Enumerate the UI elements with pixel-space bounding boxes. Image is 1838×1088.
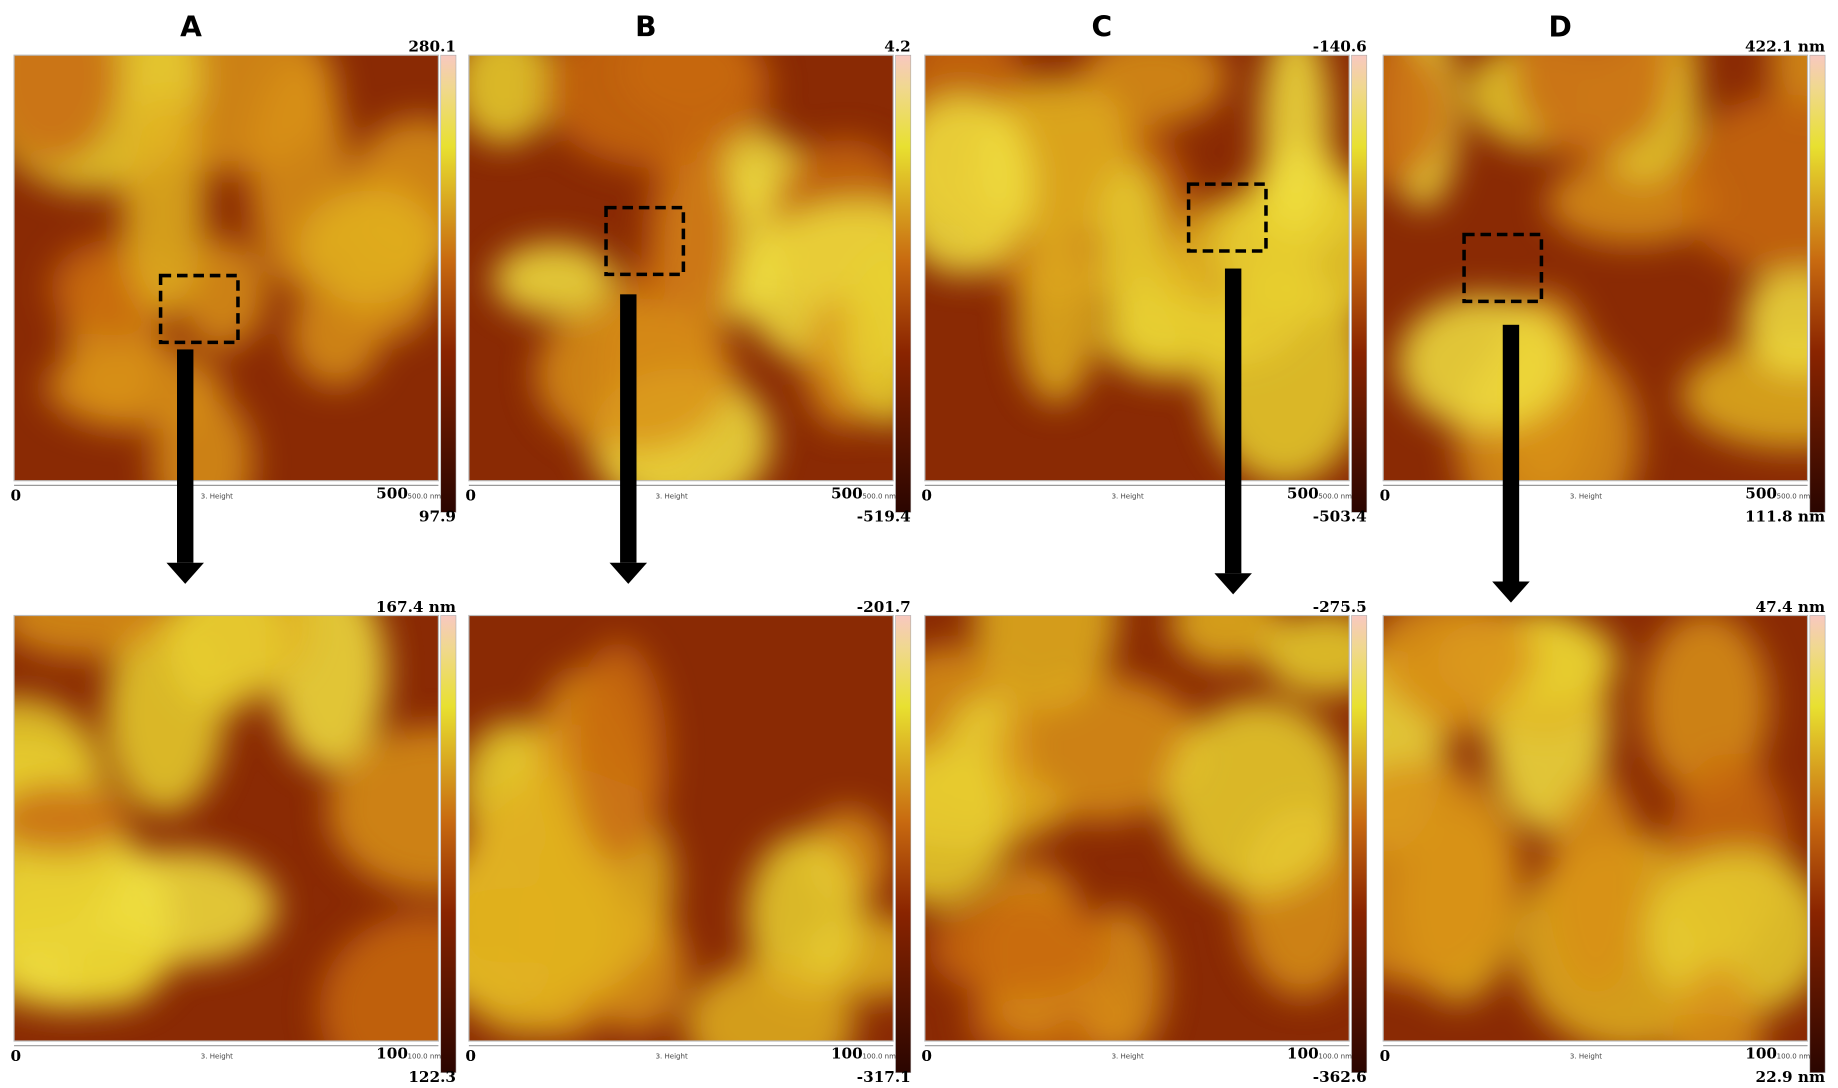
afm-image	[866, 521, 1390, 1066]
x-end: 500	[1745, 484, 1777, 502]
arrow-shaft	[620, 294, 636, 562]
afm-image	[892, 5, 1424, 485]
arrow-head	[610, 563, 648, 584]
grain	[1096, 164, 1167, 336]
channel-name: 3. Height	[201, 491, 233, 500]
color-min: -362.6	[1313, 1068, 1367, 1086]
scan-size: 500.0 nm	[408, 491, 442, 500]
color-max: 422.1 nm	[1745, 38, 1825, 56]
color-max: -201.7	[857, 598, 911, 616]
color-bar	[1810, 55, 1825, 512]
color-min: 111.8 nm	[1745, 508, 1825, 526]
color-max: 4.2	[884, 38, 910, 56]
channel-name: 3. Height	[1570, 1052, 1602, 1061]
color-min: -317.1	[857, 1068, 911, 1086]
afm-image	[1312, 594, 1829, 1088]
color-bar	[1352, 55, 1367, 512]
afm-image	[0, 0, 491, 531]
x-end: 100	[1745, 1045, 1777, 1063]
grain	[63, 931, 161, 1007]
x-end: 100	[831, 1045, 863, 1063]
color-min: -519.4	[857, 508, 911, 526]
x-end: 500	[1287, 484, 1319, 502]
channel-name: 3. Height	[201, 1052, 233, 1061]
scan-size: 100.0 nm	[1777, 1052, 1811, 1061]
x-end: 100	[376, 1045, 408, 1063]
afm-image	[0, 561, 541, 1088]
channel-name: 3. Height	[1112, 491, 1144, 500]
color-min: 122.3	[408, 1068, 456, 1086]
grain	[685, 962, 855, 1087]
color-bar	[1810, 616, 1825, 1073]
scan-size: 500.0 nm	[862, 491, 896, 500]
arrow-shaft	[177, 349, 193, 562]
grain	[841, 245, 937, 426]
x-start: 0	[11, 487, 22, 505]
arrow-head	[166, 563, 204, 584]
x-start: 0	[1380, 487, 1391, 505]
x-end: 100	[1287, 1045, 1319, 1063]
grain	[1398, 295, 1572, 430]
scan-size: 100.0 nm	[862, 1052, 896, 1061]
grain	[493, 243, 615, 317]
color-max: 167.4 nm	[376, 598, 456, 616]
panel-label: A	[180, 10, 202, 43]
panel-label: D	[1549, 10, 1572, 43]
color-bar	[441, 616, 456, 1073]
afm-image	[418, 616, 939, 1088]
grain	[442, 809, 609, 1038]
color-min: 22.9 nm	[1756, 1068, 1826, 1086]
x-end: 500	[831, 484, 863, 502]
x-start: 0	[465, 487, 476, 505]
grain	[928, 896, 1112, 999]
color-max: -275.5	[1313, 598, 1367, 616]
x-start: 0	[921, 487, 932, 505]
channel-name: 3. Height	[1112, 1052, 1144, 1061]
grain	[1261, 612, 1389, 696]
grain	[152, 392, 253, 531]
grain	[1166, 700, 1351, 896]
arrow-shaft	[1503, 325, 1519, 582]
grain	[299, 190, 441, 304]
color-min: -503.4	[1313, 508, 1367, 526]
color-bar	[896, 55, 911, 512]
figure: A 280.1 97.9 0 500 3. Height 500.0 nm 167.4 nm 1…	[0, 0, 1838, 1088]
scan-size: 500.0 nm	[1318, 491, 1352, 500]
grain	[1016, 230, 1097, 404]
x-start: 0	[11, 1047, 22, 1065]
arrow-head	[1492, 582, 1530, 603]
arrow-shaft	[1225, 269, 1241, 574]
color-max: 47.4 nm	[1756, 598, 1826, 616]
arrow-head	[1214, 573, 1252, 594]
x-start: 0	[1380, 1047, 1391, 1065]
scan-size: 100.0 nm	[408, 1052, 442, 1061]
grain	[570, 641, 666, 862]
scan-size: 500.0 nm	[1777, 491, 1811, 500]
afm-image	[1328, 0, 1838, 547]
color-bar	[1352, 616, 1367, 1073]
grain	[1549, 775, 1643, 995]
channel-name: 3. Height	[656, 1052, 688, 1061]
channel-name: 3. Height	[1570, 491, 1602, 500]
panel-label: C	[1092, 10, 1113, 43]
grain	[1368, 594, 1535, 718]
x-start: 0	[465, 1047, 476, 1065]
color-min: 97.9	[419, 508, 456, 526]
color-max: -140.6	[1313, 38, 1367, 56]
grain	[122, 93, 205, 315]
x-start: 0	[921, 1047, 932, 1065]
color-max: 280.1	[408, 38, 456, 56]
scan-size: 100.0 nm	[1318, 1052, 1352, 1061]
x-end: 500	[376, 484, 408, 502]
panel-label: B	[635, 10, 656, 43]
color-bar	[896, 616, 911, 1073]
channel-name: 3. Height	[656, 491, 688, 500]
color-bar	[441, 55, 456, 512]
grain	[892, 95, 1033, 275]
